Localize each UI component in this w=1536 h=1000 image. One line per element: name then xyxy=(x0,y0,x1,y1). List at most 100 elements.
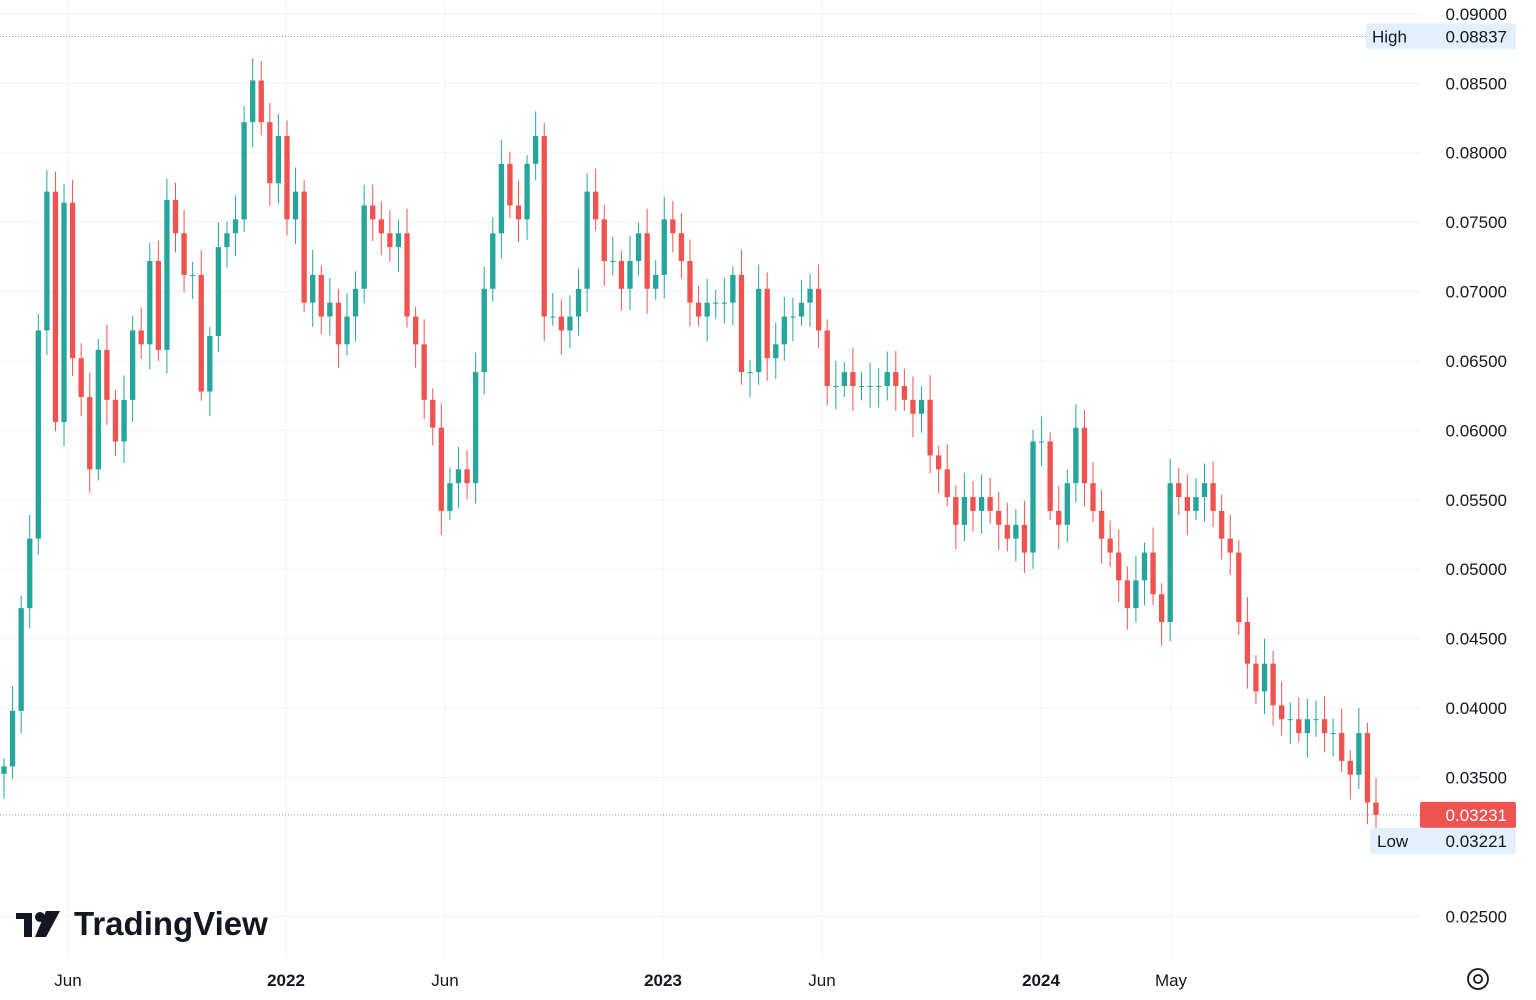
candle-body xyxy=(78,358,84,398)
candle-body xyxy=(1064,483,1070,525)
x-tick-label: 2023 xyxy=(644,971,682,990)
last-price-value: 0.03231 xyxy=(1446,806,1507,825)
candle-body xyxy=(1081,427,1088,484)
candle-body xyxy=(1,766,7,774)
x-tick-label: 2024 xyxy=(1022,971,1060,990)
candle-body xyxy=(129,330,136,400)
candle-body xyxy=(1021,524,1028,553)
candle-body xyxy=(1098,510,1105,539)
candle-body xyxy=(1356,733,1362,775)
high-tag-label: High xyxy=(1372,28,1407,47)
candle-body xyxy=(815,288,822,331)
candle-body xyxy=(567,316,573,331)
candle-body xyxy=(850,372,856,386)
candle-body xyxy=(687,261,693,303)
candle-body xyxy=(104,349,110,400)
candle-body xyxy=(1184,497,1191,511)
candle-body xyxy=(635,233,642,262)
y-tick-label: 0.06500 xyxy=(1446,352,1507,371)
candle-body xyxy=(978,497,985,511)
candle-body xyxy=(747,372,753,374)
candle-body xyxy=(755,288,762,373)
candle-body xyxy=(1038,441,1045,443)
candle-body xyxy=(1141,552,1148,581)
candle-body xyxy=(601,219,607,262)
candle-body xyxy=(558,316,565,331)
candle-body xyxy=(1116,552,1122,581)
candle-body xyxy=(867,385,873,387)
candle-body xyxy=(258,80,264,123)
x-tick-label: Jun xyxy=(431,971,458,990)
candlestick-series xyxy=(1,58,1379,837)
candle-body xyxy=(961,497,968,525)
y-tick-label: 0.05500 xyxy=(1446,491,1507,510)
y-tick-label: 0.08000 xyxy=(1446,144,1507,163)
candle-body xyxy=(1201,483,1208,498)
candle-body xyxy=(1287,719,1293,721)
candle-body xyxy=(1124,580,1130,609)
y-tick-label: 0.05000 xyxy=(1446,560,1507,579)
candle-body xyxy=(224,233,230,248)
candle-body xyxy=(1107,538,1113,553)
candle-body xyxy=(1193,497,1199,511)
y-tick-label: 0.04500 xyxy=(1446,630,1507,649)
candle-body xyxy=(781,316,787,345)
candle-body xyxy=(1047,441,1053,511)
candle-body xyxy=(764,288,770,359)
candle-body xyxy=(695,302,702,317)
candle-body xyxy=(361,205,367,289)
x-tick-label: Jun xyxy=(54,971,81,990)
candle-body xyxy=(833,385,839,387)
candle-body xyxy=(944,469,950,498)
candle-body xyxy=(267,122,273,184)
candle-body xyxy=(52,191,59,423)
candle-body xyxy=(370,205,376,220)
candle-body xyxy=(352,288,359,317)
candle-body xyxy=(807,288,813,303)
candle-body xyxy=(481,288,487,373)
candle-body xyxy=(335,302,342,345)
candle-body xyxy=(387,233,393,248)
candle-body xyxy=(498,163,505,234)
candle-body xyxy=(1373,802,1379,815)
candle-body xyxy=(653,274,659,289)
candle-body xyxy=(164,199,170,350)
candle-body xyxy=(1210,483,1216,511)
tradingview-logo-icon xyxy=(16,911,60,937)
candle-body xyxy=(507,163,513,206)
candle-body xyxy=(1304,719,1311,734)
candle-body xyxy=(884,372,890,386)
candle-body xyxy=(1073,427,1079,484)
candle-body xyxy=(138,330,144,345)
candle-body xyxy=(610,261,616,263)
candle-body xyxy=(773,344,779,359)
candle-body xyxy=(1347,760,1353,775)
candle-body xyxy=(627,261,633,289)
candle-body xyxy=(644,233,650,289)
candle-body xyxy=(678,233,685,262)
candle-body xyxy=(841,372,848,386)
candle-body xyxy=(172,199,179,234)
candle-body xyxy=(893,372,899,386)
y-tick-label: 0.03500 xyxy=(1446,769,1507,788)
candle-body xyxy=(730,274,736,303)
candle-body xyxy=(670,219,676,234)
candle-body xyxy=(378,219,384,234)
candle-body xyxy=(970,497,976,511)
candle-body xyxy=(189,274,196,276)
candle-body xyxy=(618,261,625,289)
settings-gear-icon[interactable] xyxy=(1467,968,1489,990)
candle-body xyxy=(1030,441,1036,553)
candle-body xyxy=(292,191,299,220)
candle-body xyxy=(721,302,727,304)
candle-body xyxy=(953,497,959,525)
candle-body xyxy=(447,483,453,511)
candle-body xyxy=(918,399,925,414)
candle-body xyxy=(121,399,127,442)
candle-body xyxy=(1244,622,1251,664)
high-tag xyxy=(1366,23,1516,50)
brand-name: TradingView xyxy=(74,905,268,942)
candle-body xyxy=(936,455,942,470)
candle-body xyxy=(1218,510,1225,539)
candle-body xyxy=(327,302,333,317)
